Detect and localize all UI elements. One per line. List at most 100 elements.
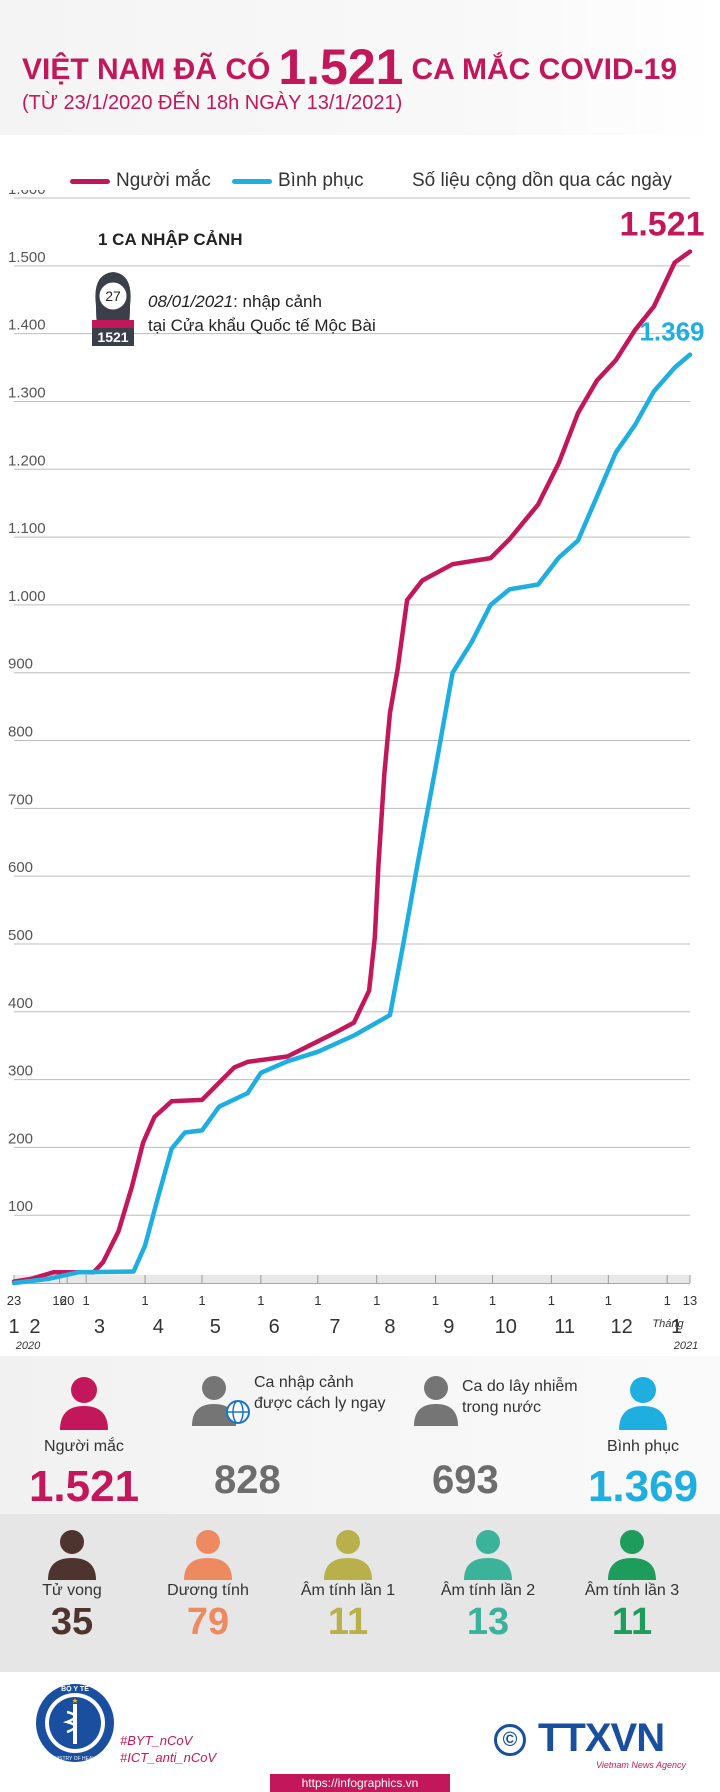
- stat-domestic-label-2: trong nước: [462, 1399, 542, 1416]
- stat-positive-value: 79: [186, 1601, 230, 1643]
- x-month-label-4: 5: [210, 1316, 221, 1338]
- annotation-line1: : nhập cảnh: [233, 292, 322, 311]
- female-patient-icon: 27 1521: [92, 272, 134, 346]
- annotation-text: 08/01/2021: nhập cảnh tại Cửa khẩu Quốc …: [148, 290, 448, 338]
- stat-recovered-label: Bình phục: [606, 1438, 680, 1455]
- legend-note: Số liệu cộng dồn qua các ngày: [412, 170, 672, 191]
- x-month-label-6: 7: [329, 1316, 340, 1338]
- ttxvn-logo: TTXVN: [538, 1716, 665, 1760]
- y-tick-label-200: 200: [8, 1130, 33, 1147]
- person-icon: [414, 1376, 458, 1426]
- legend-item-cases: Người mắc: [70, 170, 211, 192]
- stat-imported-label-2: được cách ly ngay: [254, 1395, 386, 1412]
- y-tick-label-500: 500: [8, 927, 33, 944]
- x-month-label-8: 9: [443, 1316, 454, 1338]
- stat-domestic-value: 693: [432, 1458, 499, 1502]
- page-title: VIỆT NAM ĐÃ CÓ 1.521 CA MẮC COVID-19: [22, 38, 677, 96]
- x-month-label-2: 3: [94, 1316, 105, 1338]
- x-month-label-11: 12: [611, 1316, 633, 1338]
- series-end-label-cases: 1.521: [619, 206, 704, 244]
- ministry-logo-text: BỘ Y TẾ: [61, 1683, 89, 1693]
- header-banner: VIỆT NAM ĐÃ CÓ 1.521 CA MẮC COVID-19 (TỪ 2…: [0, 0, 720, 135]
- y-tick-label-300: 300: [8, 1063, 33, 1080]
- x-day-label-1: 16: [52, 1293, 66, 1308]
- y-tick-label-900: 900: [8, 656, 33, 673]
- title-suffix: CA MẮC COVID-19: [411, 53, 678, 86]
- legend-swatch-recovered: [232, 178, 272, 184]
- annotation-badge-id: 1521: [97, 329, 128, 345]
- person-icon: [464, 1530, 512, 1580]
- stat-negative-1-label: Âm tính lần 1: [300, 1582, 396, 1599]
- y-tick-label-700: 700: [8, 791, 33, 808]
- x-day-label-2: 20: [60, 1293, 74, 1308]
- person-icon: [324, 1530, 372, 1580]
- x-month-label-0: 1: [8, 1316, 19, 1338]
- page-subtitle: (TỪ 23/1/2020 ĐẾN 18h NGÀY 13/1/2021): [22, 92, 403, 114]
- stat-domestic-label-1: Ca do lây nhiễm: [462, 1378, 578, 1395]
- stat-negative-1-value: 11: [327, 1601, 369, 1643]
- x-day-label-5: 1: [198, 1293, 205, 1308]
- annotation-badge-age: 27: [105, 288, 121, 304]
- stat-cases-label: Người mắc: [44, 1438, 124, 1455]
- x-month-label-3: 4: [153, 1316, 164, 1338]
- y-tick-label-400: 400: [8, 995, 33, 1012]
- legend-label-cases: Người mắc: [116, 170, 211, 191]
- detail-stats: Tử vong 35 Dương tính 79 Âm tính lần 1 1…: [0, 1514, 720, 1672]
- hashtag-ict[interactable]: #ICT_anti_nCoV: [120, 1750, 217, 1765]
- y-tick-label-1000: 1.000: [8, 588, 46, 605]
- series-line-recovered: [11, 352, 693, 1286]
- y-tick-label-1200: 1.200: [8, 452, 46, 469]
- stat-negative-2-label: Âm tính lần 2: [440, 1582, 536, 1599]
- copyright-icon: ©: [494, 1724, 526, 1756]
- hashtag-byt[interactable]: #BYT_nCoV: [120, 1733, 193, 1748]
- stat-negative-2: Âm tính lần 2 13: [416, 1514, 560, 1644]
- stat-negative-3-label: Âm tính lần 3: [584, 1582, 680, 1599]
- x-day-label-9: 1: [432, 1293, 439, 1308]
- stat-imported-label: Ca nhập cảnh được cách ly ngay: [254, 1372, 385, 1414]
- x-day-label-6: 1: [257, 1293, 264, 1308]
- ttxvn-subtitle: Vietnam News Agency: [596, 1760, 687, 1770]
- y-tick-label-1100: 1.100: [8, 520, 46, 537]
- stat-negative-1: Âm tính lần 1 11: [276, 1514, 420, 1644]
- annotation-title: 1 CA NHẬP CẢNH: [98, 230, 243, 249]
- x-day-label-12: 1: [605, 1293, 612, 1308]
- annotation-box: 1 CA NHẬP CẢNH 27 1521 08/01/2021: nhập …: [90, 230, 410, 346]
- stat-death: Tử vong 35: [0, 1514, 144, 1644]
- ministry-of-health-logo: BỘ Y TẾ MINISTRY OF HEALTH: [36, 1683, 114, 1762]
- baseline-band: [14, 1275, 690, 1283]
- x-day-label-3: 1: [83, 1293, 90, 1308]
- y-tick-label-100: 100: [8, 1198, 33, 1215]
- x-day-label-8: 1: [373, 1293, 380, 1308]
- stat-negative-3: Âm tính lần 3 11: [560, 1514, 704, 1644]
- stat-negative-3-value: 11: [611, 1601, 653, 1643]
- stat-negative-2-value: 13: [466, 1601, 510, 1643]
- x-day-label-7: 1: [314, 1293, 321, 1308]
- legend-label-recovered: Bình phục: [278, 170, 364, 191]
- x-day-label-4: 1: [141, 1293, 148, 1308]
- stat-cases: Người mắc 1.521: [14, 1374, 154, 1509]
- y-tick-label-600: 600: [8, 859, 33, 876]
- person-icon: [608, 1530, 656, 1580]
- stat-death-value: 35: [50, 1601, 94, 1643]
- person-icon: [60, 1377, 108, 1430]
- stat-imported-value: 828: [214, 1458, 281, 1502]
- cumulative-line-chart: 100 200 300 400 500 600 700 800 900 1.000 1.100 1.2…: [7, 190, 705, 1352]
- stat-positive: Dương tính 79: [136, 1514, 280, 1644]
- person-icon: [184, 1530, 232, 1580]
- x-day-label-10: 1: [489, 1293, 496, 1308]
- stat-imported-label-1: Ca nhập cảnh: [254, 1374, 354, 1391]
- person-icon: [48, 1530, 96, 1580]
- x-month-label-1: 2: [29, 1316, 40, 1338]
- legend-swatch-cases: [70, 178, 110, 184]
- annotation-date: 08/01/2021: [148, 292, 234, 311]
- title-prefix: VIỆT NAM ĐÃ CÓ: [22, 53, 271, 86]
- person-icon: [619, 1377, 667, 1430]
- title-number: 1.521: [278, 39, 404, 95]
- y-tick-label-1600: 1.600: [8, 190, 46, 198]
- stat-recovered: Bình phục 1.369: [568, 1374, 718, 1509]
- source-url[interactable]: https://infographics.vn: [270, 1774, 450, 1792]
- stat-domestic-label: Ca do lây nhiễm trong nước: [462, 1376, 578, 1418]
- summary-stats: Người mắc 1.521 Ca nhập cảnh được cách l…: [0, 1356, 720, 1514]
- x-year-start-label: 2020: [15, 1340, 41, 1352]
- series-end-label-recovered: 1.369: [639, 317, 704, 347]
